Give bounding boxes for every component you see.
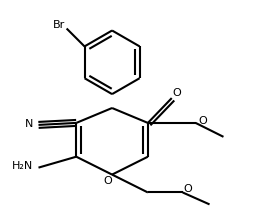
Text: H₂N: H₂N (12, 161, 33, 171)
Text: O: O (183, 185, 192, 194)
Text: O: O (172, 88, 181, 98)
Text: N: N (25, 119, 34, 129)
Text: Br: Br (53, 20, 65, 29)
Text: O: O (198, 116, 207, 126)
Text: O: O (104, 176, 113, 185)
